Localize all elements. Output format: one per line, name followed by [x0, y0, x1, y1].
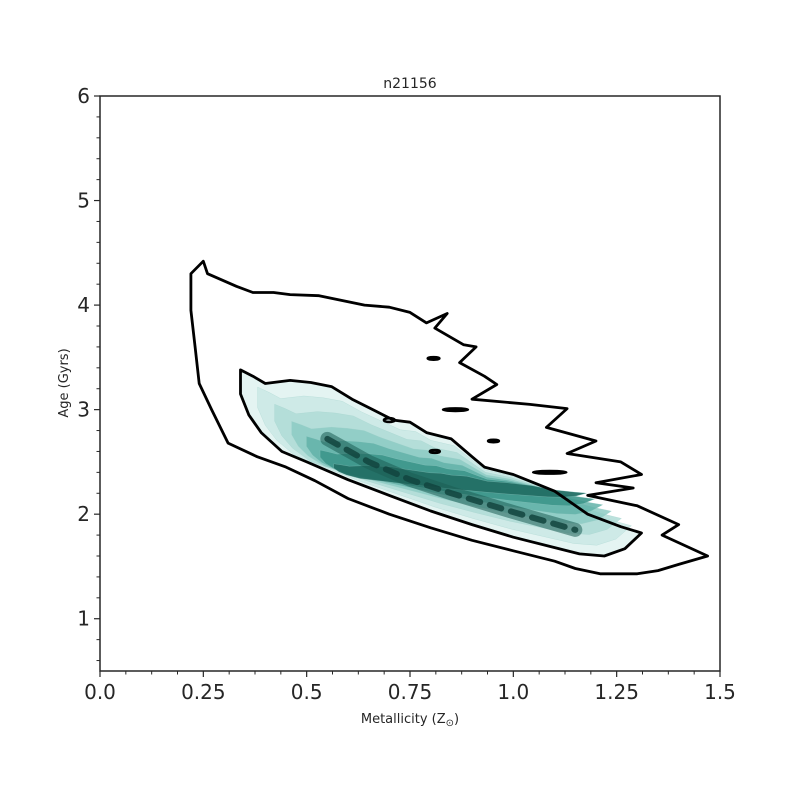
contour-inner: [239, 368, 643, 558]
x-tick-label: 0.5: [291, 680, 323, 704]
x-axis: 0.0 0.25 0.5 0.75 1.0 1.25 1.5: [84, 671, 736, 704]
x-tick-label: 0.75: [388, 680, 433, 704]
x-axis-label: Metallicity (Z⊙): [361, 712, 459, 729]
contour-outer: [189, 259, 709, 576]
density-peak: [324, 435, 579, 533]
contour-island-6: [531, 469, 568, 475]
y-tick-label: 6: [77, 84, 90, 108]
y-axis-label: Age (Gyrs): [57, 348, 72, 417]
contour-island-4: [486, 438, 501, 444]
x-tick-label: 1.25: [594, 680, 639, 704]
chart-title: n21156: [383, 76, 437, 92]
y-tick-label: 3: [77, 398, 90, 422]
plot-frame: [99, 95, 721, 672]
plot-area: [99, 95, 721, 672]
contour-island-1: [426, 355, 441, 361]
y-axis: 1 2 3 4 5 6: [77, 84, 100, 662]
density-layer: [240, 369, 642, 557]
x-tick-label: 1.5: [704, 680, 736, 704]
x-tick-label: 0.25: [181, 680, 226, 704]
solar-symbol: ⊙: [446, 718, 454, 729]
x-tick-label: 0.0: [84, 680, 116, 704]
contour-island-2: [382, 416, 397, 424]
contour-island-5: [428, 448, 442, 455]
contour-layer: [189, 259, 709, 576]
y-tick-label: 5: [77, 189, 90, 213]
contour-island-3: [441, 407, 470, 413]
y-tick-label: 4: [77, 293, 90, 317]
y-tick-label: 2: [77, 502, 90, 526]
x-tick-label: 1.0: [497, 680, 529, 704]
y-tick-label: 1: [77, 607, 90, 631]
